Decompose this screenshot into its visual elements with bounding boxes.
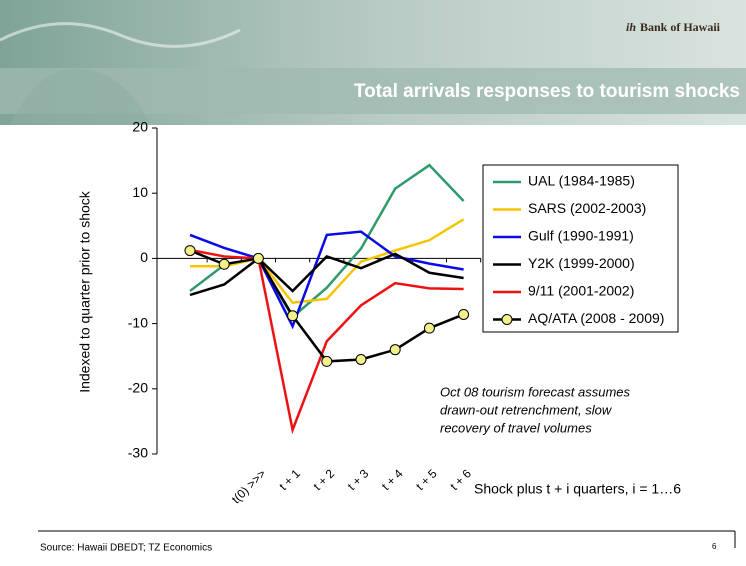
point — [287, 310, 299, 322]
header-decoration — [0, 22, 241, 48]
chart-title: Total arrivals responses to tourism shoc… — [354, 81, 740, 102]
x-tick-label: t + 3 — [345, 466, 372, 493]
y-tick-label: -10 — [128, 314, 148, 330]
annotation-line: drawn-out retrenchment, slow — [440, 402, 613, 417]
legend-marker — [501, 314, 513, 325]
annotation: Oct 08 tourism forecast assumes drawn-out… — [440, 384, 631, 435]
y-tick-label: 10 — [132, 184, 148, 200]
x-tick-label: t + 2 — [311, 466, 338, 493]
point — [252, 252, 264, 264]
source: Source: Hawaii DBEDT; TZ Economics — [40, 543, 212, 554]
x-tick-label: t + 5 — [413, 466, 440, 493]
header-decoration — [10, 68, 150, 125]
legend-label: SARS (2002-2003) — [528, 200, 646, 216]
annotation-line: recovery of travel volumes — [440, 420, 592, 435]
series-line — [189, 249, 465, 363]
annotation-line: Oct 08 tourism forecast assumes — [440, 384, 631, 399]
y-tick-label: 20 — [132, 119, 148, 135]
series-line — [189, 252, 464, 297]
point — [423, 322, 435, 334]
point — [218, 258, 230, 270]
point — [184, 245, 196, 257]
x-axis-label: Shock plus t + i quarters, i = 1…6 — [474, 481, 681, 497]
legend-box — [482, 164, 679, 333]
point — [389, 344, 401, 356]
legend-label: UAL (1984-1985) — [528, 173, 635, 189]
legend-label: 9/11 (2001-2002) — [528, 283, 634, 299]
page-number: 6 — [712, 542, 717, 551]
x-tick-label: t + 6 — [447, 466, 474, 493]
series-line — [190, 218, 465, 305]
legend-label: AQ/ATA (2008 - 2009) — [528, 310, 664, 326]
legend-label: Y2K (1999-2000) — [528, 255, 635, 271]
y-tick-label: -20 — [128, 380, 148, 396]
x-tick-label: t(0) >>> — [229, 466, 269, 506]
x-tick-label: t + 4 — [379, 466, 406, 493]
point — [355, 353, 367, 365]
series-line — [189, 230, 464, 330]
logo: Bank of Hawaii — [640, 20, 721, 34]
series-line — [189, 248, 464, 435]
x-tick-label: t + 1 — [276, 466, 303, 493]
legend-label: Gulf (1990-1991) — [528, 228, 634, 244]
logo-mark: ih — [626, 20, 636, 34]
point — [458, 308, 470, 320]
y-tick-label: 0 — [140, 249, 148, 265]
y-tick-label: -30 — [128, 445, 148, 461]
point — [321, 355, 333, 367]
y-axis-label: Indexed to quarter prior to shock — [77, 190, 93, 393]
